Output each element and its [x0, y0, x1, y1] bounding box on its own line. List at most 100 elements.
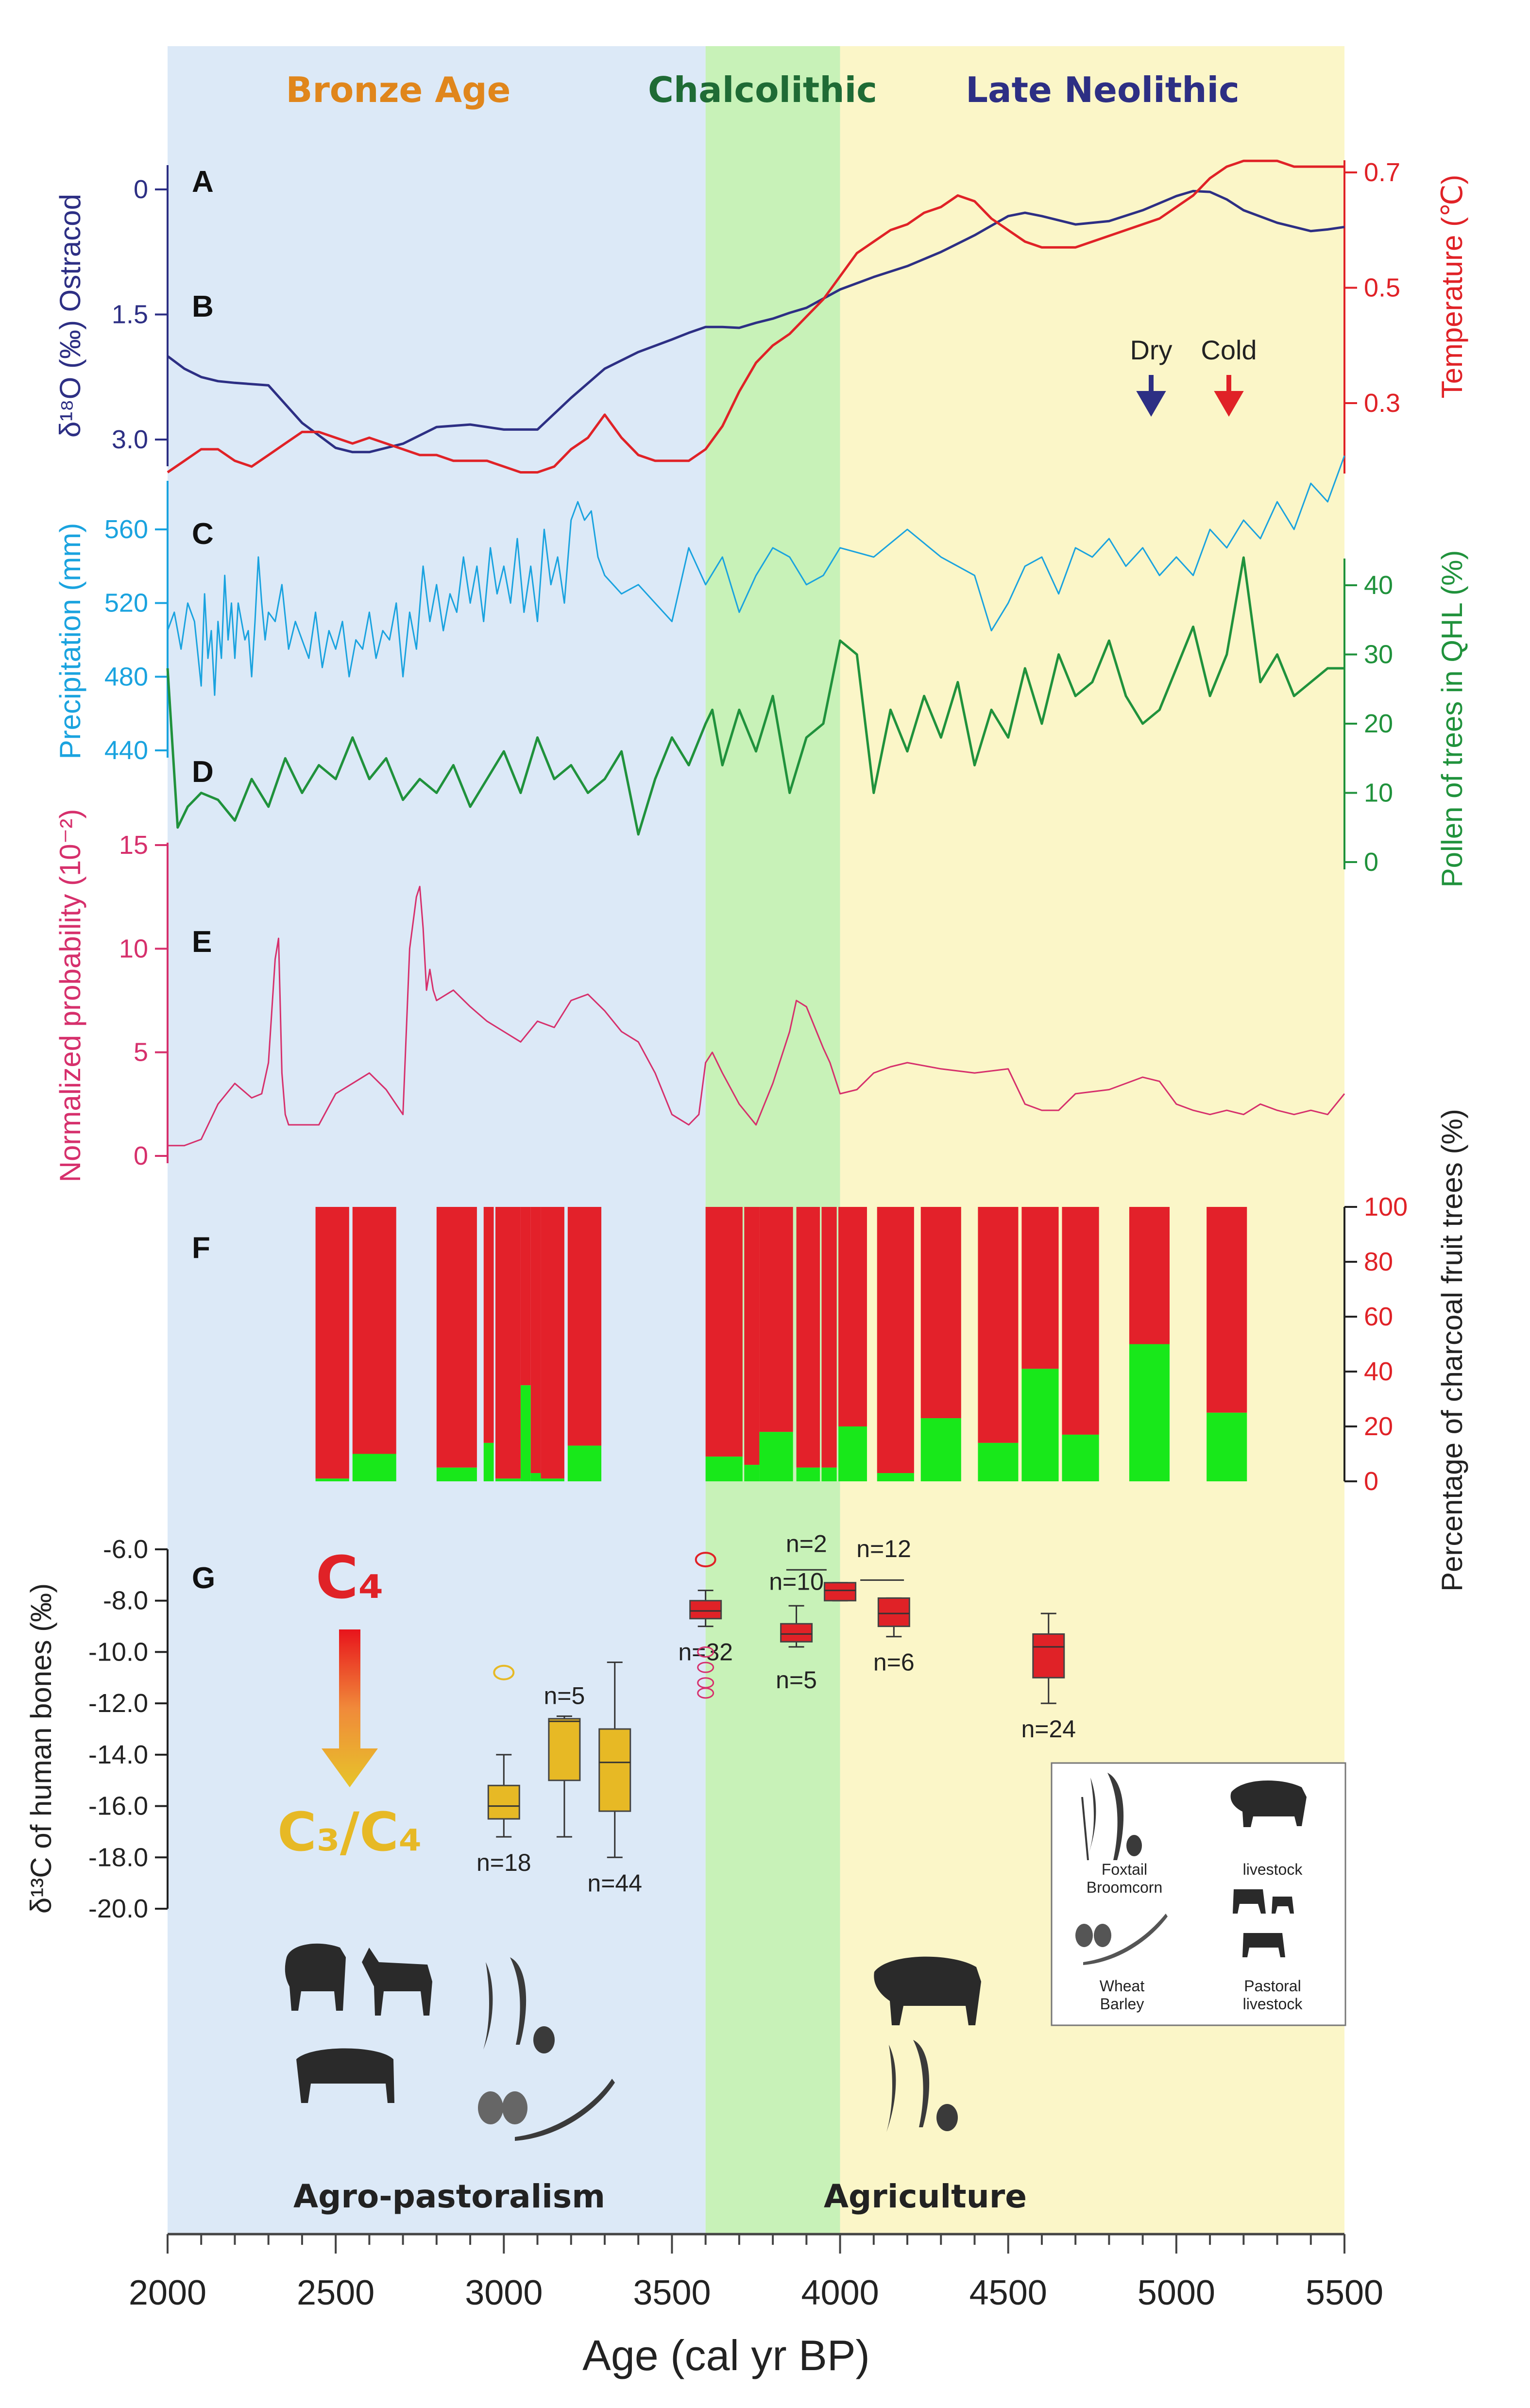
- x-tick-label-1: 2500: [297, 2273, 374, 2312]
- legend-pastoral-livestock: livestock: [1243, 1995, 1303, 2013]
- series-line-e: [168, 885, 1345, 1147]
- box-0: [487, 1784, 520, 1820]
- box-n-label-1: n=5: [544, 1682, 585, 1710]
- x-tick-label-6: 5000: [1138, 2273, 1215, 2312]
- y-tick-label-g-5: -16.0: [88, 1792, 148, 1821]
- box-outlier-cluster-3: [697, 1687, 714, 1699]
- agriculture-animals-icon: [874, 1956, 981, 2025]
- series-line-c: [167, 455, 1345, 696]
- bar-green-18: [1021, 1369, 1059, 1481]
- bar-red-19: [1062, 1207, 1099, 1435]
- bar-red-7: [541, 1207, 564, 1479]
- period-label-bronze: Bronze Age: [286, 69, 510, 110]
- box-n-label-6: n=6: [873, 1649, 915, 1676]
- bar-green-16: [920, 1418, 961, 1481]
- box-outlier-cluster-1: [697, 1662, 714, 1673]
- ylabel-d: Pollen of trees in QHL (%): [1436, 550, 1468, 888]
- x-tick-label-4: 4000: [801, 2273, 879, 2312]
- bar-red-21: [1207, 1207, 1247, 1413]
- box-n-label-4: n=5: [776, 1666, 817, 1694]
- bar-red-14: [838, 1207, 867, 1426]
- bar-green-7: [541, 1478, 564, 1481]
- x-tick-label-3: 3500: [633, 2273, 711, 2312]
- bar-green-21: [1207, 1412, 1247, 1481]
- y-tick-label-f-5: 100: [1364, 1192, 1408, 1221]
- axes-group: 0 1.5 3.0 0.3 0.5 0.7 440 480 520 560 0 10 20 30 40 0 5 1…: [88, 158, 1408, 1923]
- y-tick-label-b-1: 0.5: [1364, 273, 1400, 303]
- bar-red-6: [530, 1207, 541, 1474]
- bar-red-2: [436, 1207, 477, 1468]
- y-tick-label-d-3: 30: [1364, 640, 1393, 669]
- y-tick-label-g-3: -12.0: [88, 1689, 148, 1718]
- bar-green-19: [1062, 1434, 1099, 1481]
- bar-red-18: [1021, 1207, 1059, 1369]
- legend-barley: Barley: [1100, 1995, 1144, 2013]
- panel-letter-a: A: [192, 165, 214, 199]
- bar-green-15: [877, 1473, 914, 1481]
- x-tick-label-2: 3000: [465, 2273, 543, 2312]
- agro-pastoral-crops-icon: [478, 1957, 615, 2141]
- y-tick-label-a-2: 3.0: [112, 425, 148, 454]
- bars-group: [315, 1207, 1247, 1481]
- y-tick-label-d-4: 40: [1364, 571, 1393, 600]
- legend-foxtail: Foxtail: [1102, 1861, 1147, 1878]
- bar-red-12: [796, 1207, 820, 1468]
- x-tick-label-0: 2000: [129, 2273, 206, 2312]
- y-tick-label-a-0: 0: [134, 175, 148, 204]
- y-tick-label-e-3: 15: [119, 831, 148, 860]
- box-outlier-0: [493, 1664, 515, 1680]
- boxes-group: n=18 n=5 n=44 n=32 n=5 n=10 n=6 n=24 n=2 n=12: [476, 1530, 1076, 1897]
- c4-c3-arrow-icon: [322, 1629, 378, 1787]
- y-tick-label-b-0: 0.3: [1364, 389, 1400, 418]
- box-4: [780, 1623, 813, 1643]
- bar-green-10: [744, 1465, 760, 1481]
- pastoral-livestock-icon: [1233, 1889, 1294, 1957]
- box-6: [877, 1597, 910, 1628]
- bar-green-8: [567, 1445, 602, 1481]
- series-line-a: [167, 189, 1345, 454]
- box-3: [689, 1600, 722, 1620]
- panel-letter-c: C: [192, 517, 214, 551]
- legend-pastoral: Pastoral: [1244, 1977, 1301, 1995]
- cold-label: Cold: [1201, 335, 1257, 365]
- y-tick-label-f-2: 40: [1364, 1357, 1393, 1386]
- y-tick-label-g-7: -20.0: [88, 1894, 148, 1923]
- bar-red-0: [315, 1207, 349, 1479]
- legend-broomcorn: Broomcorn: [1087, 1879, 1163, 1896]
- box-n-label-3: n=32: [678, 1639, 733, 1666]
- bar-red-11: [759, 1207, 793, 1432]
- bar-red-16: [920, 1207, 961, 1419]
- ylabel-c: Precipitation (mm): [54, 523, 86, 760]
- bar-red-15: [877, 1207, 914, 1474]
- y-tick-label-e-1: 5: [134, 1038, 148, 1067]
- y-tick-label-e-2: 10: [119, 934, 148, 963]
- bar-red-3: [483, 1207, 494, 1443]
- box-2: [598, 1728, 631, 1812]
- c4-label: C₄: [316, 1544, 384, 1612]
- panel-letter-b: B: [192, 290, 214, 323]
- ylabel-f: Percentage of charcoal fruit trees (%): [1436, 1109, 1468, 1592]
- y-tick-label-d-2: 20: [1364, 709, 1393, 738]
- box-n-label-7: n=24: [1021, 1715, 1076, 1743]
- bar-red-5: [520, 1207, 531, 1386]
- bar-green-2: [436, 1467, 477, 1481]
- wheat-barley-icon: [1075, 1914, 1168, 1965]
- x-axis: 2000 2500 3000 3500 4000 4500 5000 5500: [129, 2233, 1383, 2312]
- y-tick-label-g-0: -6.0: [103, 1535, 148, 1564]
- y-tick-label-c-3: 560: [104, 515, 148, 544]
- ylabel-a: δ¹⁸O (‰) Ostracod: [54, 194, 86, 438]
- y-tick-label-b-2: 0.7: [1364, 158, 1400, 187]
- millet-icon: [1081, 1773, 1142, 1861]
- bar-green-20: [1129, 1344, 1170, 1481]
- dry-arrow-icon: [1136, 375, 1166, 417]
- bar-green-14: [838, 1426, 867, 1481]
- bar-green-17: [978, 1442, 1019, 1481]
- y-tick-label-d-0: 0: [1364, 848, 1378, 877]
- box-outlier-cluster-0: [697, 1646, 714, 1658]
- bar-green-3: [483, 1442, 494, 1481]
- extra-n-label-0: n=2: [786, 1530, 827, 1557]
- box-n-label-0: n=18: [476, 1849, 531, 1876]
- y-tick-label-g-1: -8.0: [103, 1586, 148, 1615]
- panel-letter-d: D: [192, 755, 214, 789]
